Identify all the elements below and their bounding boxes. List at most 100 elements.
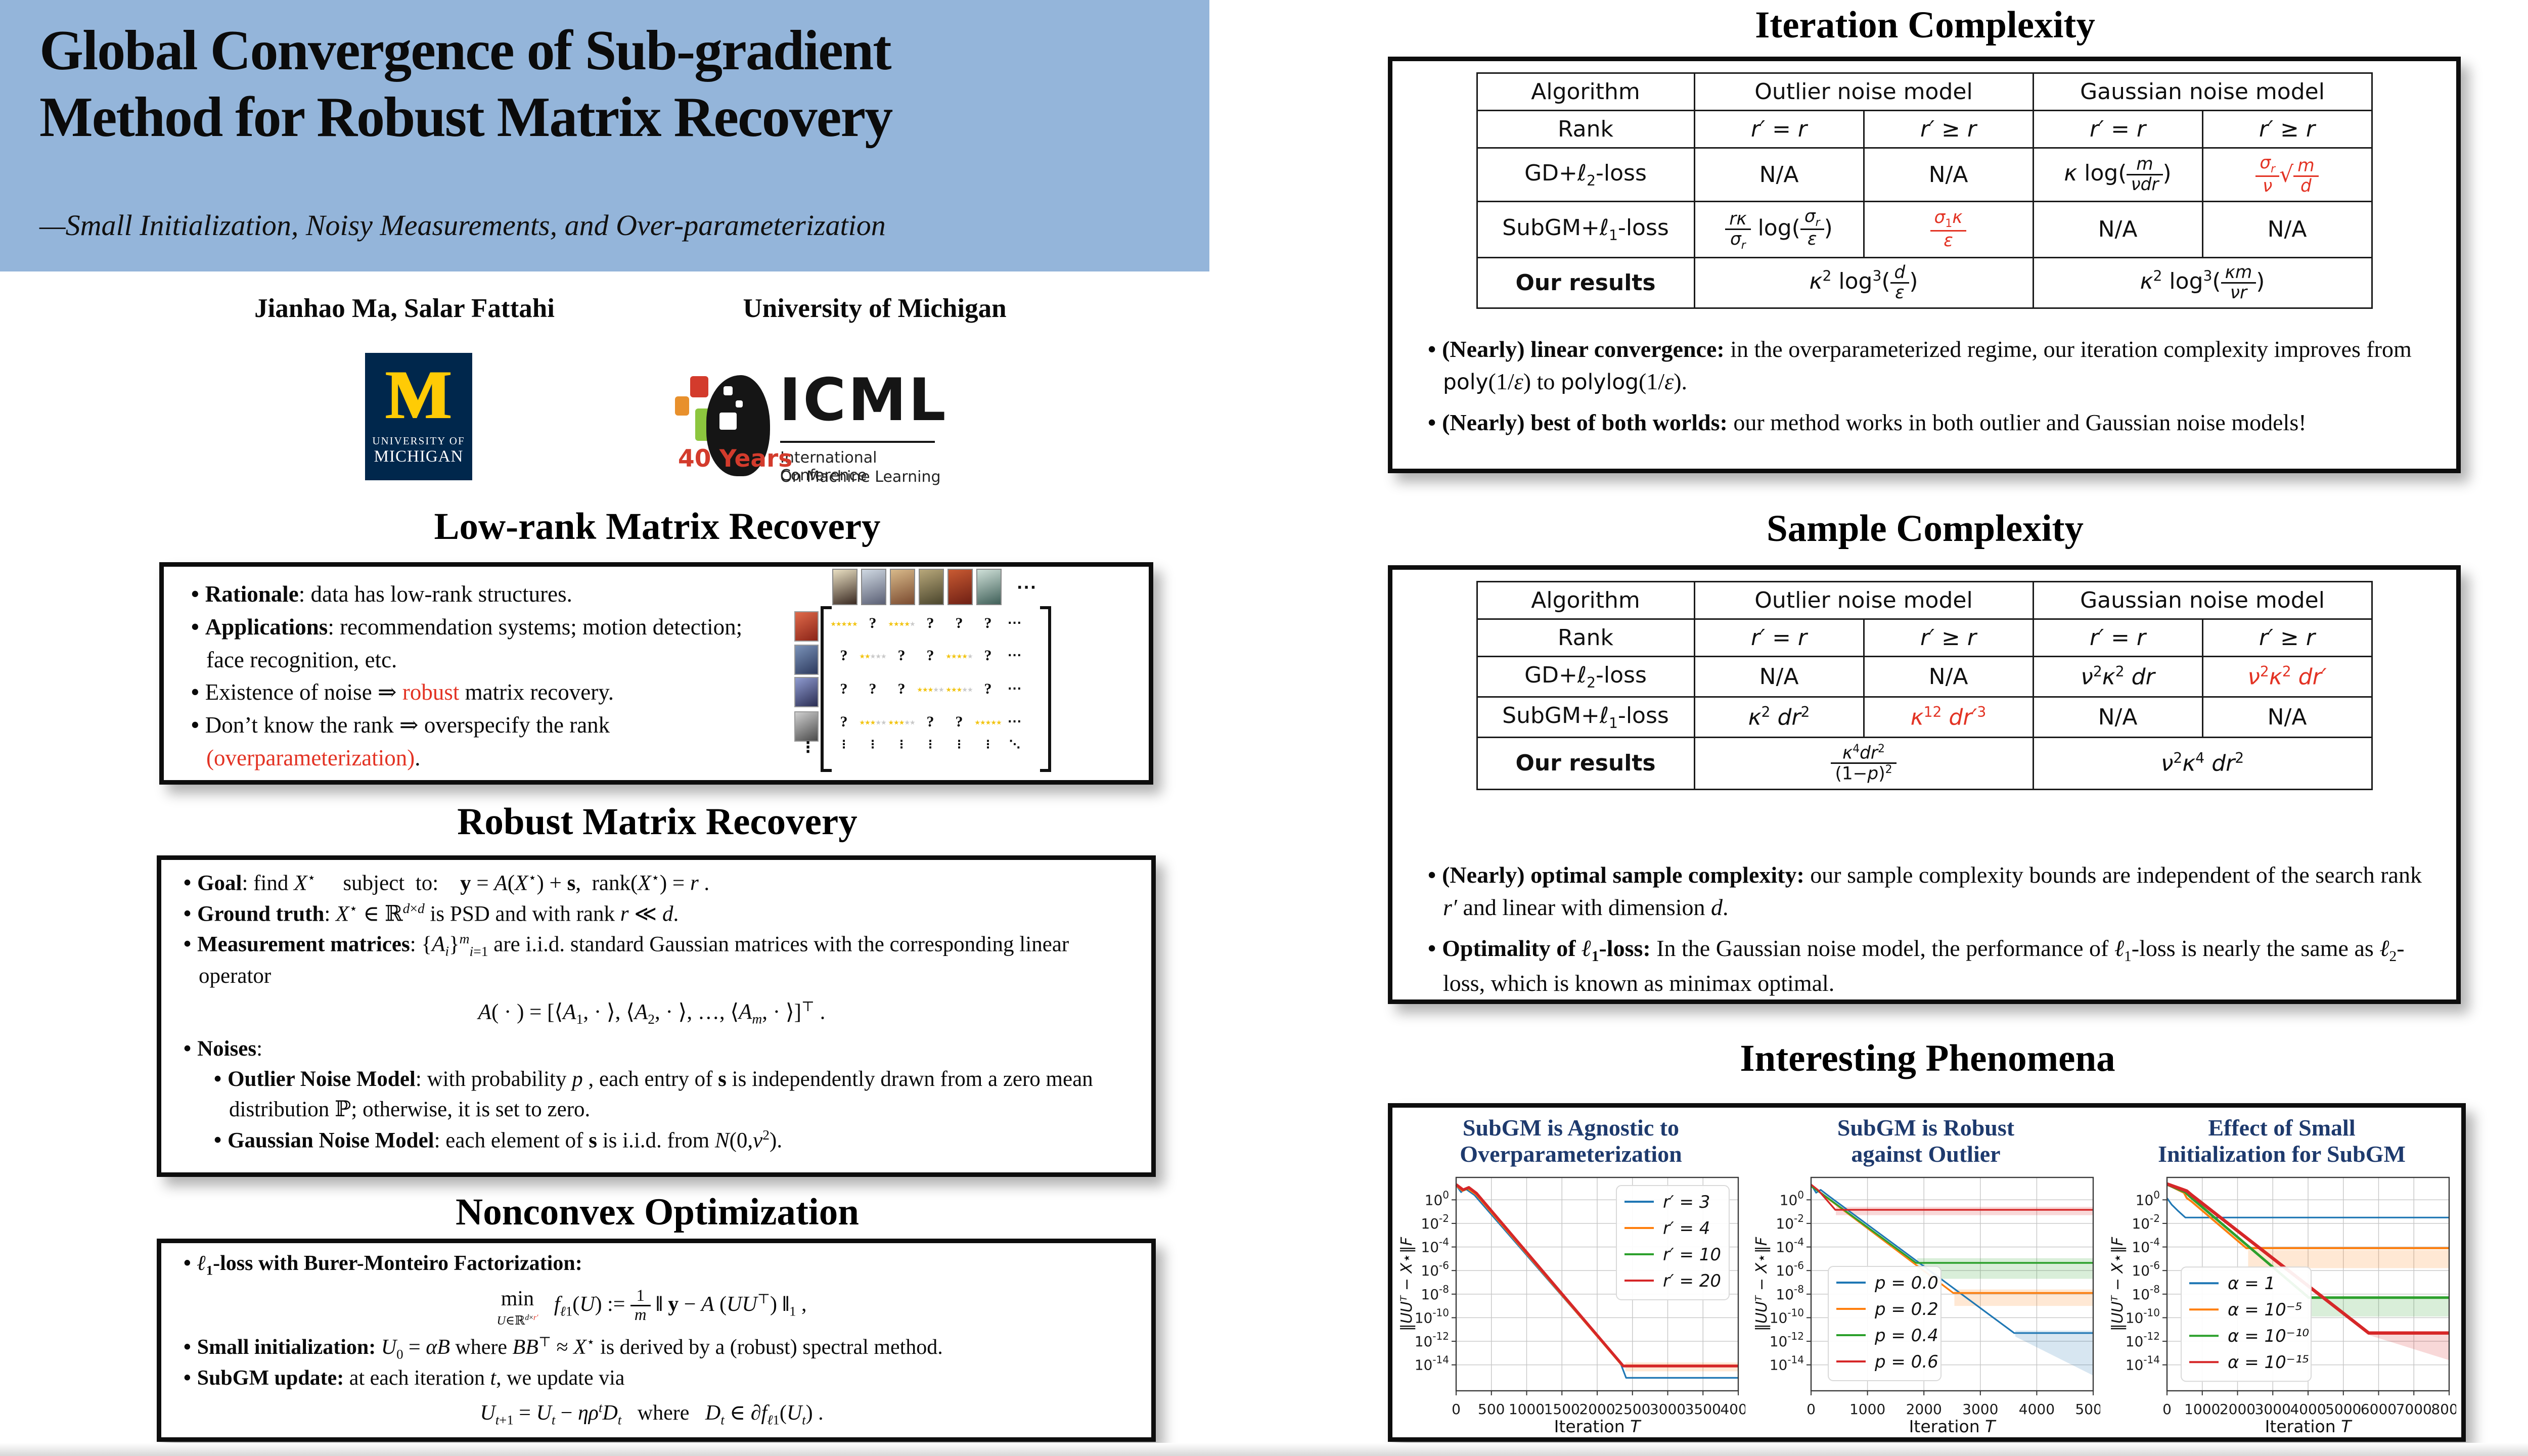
unknown-rating: ? bbox=[984, 680, 992, 697]
table-cell: κ2 dr2 bbox=[1693, 696, 1865, 738]
um-caption-2: MICHIGAN bbox=[374, 447, 464, 466]
svg-text:10-8: 10-8 bbox=[2132, 1283, 2160, 1303]
movie-poster-thumb bbox=[832, 569, 857, 605]
bullet-item: • Outlier Noise Model: with probability p… bbox=[214, 1067, 1093, 1122]
matrix-bracket-left bbox=[821, 606, 832, 772]
legend-label: p = 0.0 bbox=[1874, 1273, 1938, 1293]
svg-text:10-14: 10-14 bbox=[1415, 1354, 1449, 1374]
sample-bullets: • (Nearly) optimal sample complexity: our… bbox=[1421, 859, 2427, 1008]
confidence-band bbox=[1917, 1258, 2093, 1279]
bullet-item: • (Nearly) linear convergence: in the ove… bbox=[1428, 336, 2412, 395]
svg-text:10-8: 10-8 bbox=[1776, 1283, 1804, 1303]
user-photo-thumb bbox=[794, 711, 819, 742]
legend-label: r′ = 4 bbox=[1663, 1218, 1710, 1239]
table-header-cell: Outlier noise model bbox=[1693, 581, 2034, 620]
line-chart: 0 1000 2000 3000 4000 5000 100 10-2 10-4 10-6 10-8… bbox=[1753, 1176, 2111, 1436]
legend-label: α = 1 bbox=[2228, 1273, 2275, 1294]
svg-text:6000: 6000 bbox=[2361, 1401, 2397, 1418]
svg-text:4000: 4000 bbox=[1720, 1401, 1745, 1418]
confidence-band bbox=[2248, 1250, 2449, 1268]
svg-text:500: 500 bbox=[1478, 1401, 1505, 1418]
table-cell: N/A bbox=[2201, 200, 2373, 258]
legend-label: α = 10⁻¹⁵ bbox=[2228, 1352, 2309, 1373]
user-photo-thumb bbox=[794, 677, 819, 707]
star-rating: ★★★★★ bbox=[888, 620, 915, 628]
unknown-rating: ? bbox=[897, 647, 906, 664]
icml-wordmark: ICML bbox=[779, 366, 948, 434]
robust-bullets: • Goal: find X⋆ subject to: y = A(X⋆) + s… bbox=[176, 868, 1127, 1156]
svg-text:10-2: 10-2 bbox=[2132, 1212, 2160, 1232]
table-cell: σ1κ ε bbox=[1863, 200, 2034, 258]
svg-text:3000: 3000 bbox=[2255, 1401, 2291, 1418]
icml-logo: ICML International Conference On Machine… bbox=[675, 348, 968, 489]
svg-text:10-10: 10-10 bbox=[1770, 1306, 1804, 1326]
table-cell: r′ ≥ r bbox=[1863, 110, 2034, 149]
authors: Jianhao Ma, Salar Fattahi bbox=[254, 294, 555, 323]
sample-table: Algorithm Outlier noise model Gaussian noi… bbox=[1392, 581, 2456, 790]
svg-text:0: 0 bbox=[1452, 1401, 1461, 1418]
table-cell: r′ = r bbox=[2032, 110, 2203, 149]
svg-text:3500: 3500 bbox=[1685, 1401, 1721, 1418]
movie-poster-thumb bbox=[976, 569, 1002, 605]
vertical-dots-icon: ⋮ bbox=[800, 739, 816, 756]
table-cell: rκ σr log(σr ε) bbox=[1693, 200, 1865, 258]
icml-head-pixel bbox=[736, 400, 743, 407]
table-cell: r′ = r bbox=[1693, 110, 1865, 149]
title-line-2: Method for Robust Matrix Recovery bbox=[39, 86, 893, 149]
vertical-dots-icon: ⋮ bbox=[925, 738, 936, 751]
unknown-rating: ? bbox=[984, 647, 992, 664]
unknown-rating: ? bbox=[897, 680, 906, 697]
table-cell: r′ ≥ r bbox=[2201, 618, 2373, 657]
svg-text:100: 100 bbox=[2136, 1189, 2160, 1208]
bullet-item: • Measurement matrices: {Ai}mi=1 are i.i.… bbox=[184, 931, 1069, 988]
svg-text:1000: 1000 bbox=[2184, 1401, 2220, 1418]
table-cell: ν2κ2 dr bbox=[2032, 656, 2203, 698]
iteration-bullets: • (Nearly) linear convergence: in the ove… bbox=[1421, 333, 2427, 447]
unknown-rating: ? bbox=[926, 647, 934, 664]
poster-subtitle: —Small Initialization, Noisy Measurement… bbox=[39, 209, 886, 242]
icml-rule bbox=[780, 441, 935, 443]
chart-outlier-robustness: SubGM is Robust against Outlier 0 1000 2000… bbox=[1751, 1115, 2111, 1442]
svg-text:2000: 2000 bbox=[2220, 1401, 2255, 1418]
star-rating: ★★★★★ bbox=[830, 620, 857, 628]
table-cell: N/A bbox=[1863, 656, 2034, 698]
movie-poster-thumb bbox=[890, 569, 915, 605]
legend-label: r′ = 3 bbox=[1663, 1192, 1710, 1212]
svg-text:2000: 2000 bbox=[1579, 1401, 1615, 1418]
complexity-table: Algorithm Outlier noise model Gaussian noi… bbox=[1476, 581, 2373, 790]
table-row-label: Rank bbox=[1476, 618, 1695, 657]
vertical-dots-icon: ⋮ bbox=[838, 738, 849, 751]
table-row-label: Our results bbox=[1476, 256, 1695, 309]
chart-legend bbox=[1828, 1266, 1942, 1381]
vertical-dots-icon: ⋮ bbox=[954, 738, 965, 751]
table-header-cell: Gaussian noise model bbox=[2032, 581, 2373, 620]
bullet-item: • Rationale: data has low-rank structures… bbox=[191, 581, 572, 607]
section-heading-robust: Robust Matrix Recovery bbox=[457, 801, 857, 843]
unknown-rating: ? bbox=[840, 713, 848, 730]
svg-text:Iteration T: Iteration T bbox=[2265, 1417, 2353, 1436]
formula-line: A( · ) = [⟨A1, · ⟩, ⟨A2, · ⟩, …, ⟨Am, · … bbox=[478, 998, 826, 1027]
svg-text:10-4: 10-4 bbox=[1421, 1236, 1449, 1256]
icml-head-icon bbox=[706, 375, 770, 476]
ellipsis-icon: ··· bbox=[1007, 617, 1022, 630]
svg-text:4000: 4000 bbox=[2019, 1401, 2055, 1418]
table-row-label: Our results bbox=[1476, 736, 1695, 790]
ellipsis-icon: ··· bbox=[1007, 715, 1022, 729]
phenomena-panel: SubGM is Agnostic to Overparameterization… bbox=[1388, 1103, 2467, 1442]
icml-pixel-red bbox=[690, 376, 708, 397]
svg-text:Iteration T: Iteration T bbox=[1909, 1417, 1997, 1436]
svg-text:10-4: 10-4 bbox=[2132, 1236, 2160, 1256]
svg-text:10-14: 10-14 bbox=[2126, 1354, 2160, 1374]
unknown-rating: ? bbox=[955, 713, 963, 730]
nonconvex-bullets: • ℓ1-loss with Burer-Monteiro Factorizati… bbox=[176, 1249, 1127, 1434]
svg-text:4000: 4000 bbox=[2290, 1401, 2326, 1418]
svg-text:‖UUᵀ − X⋆‖F: ‖UUᵀ − X⋆‖F bbox=[1753, 1237, 1771, 1331]
iteration-panel: Algorithm Outlier noise model Gaussian noi… bbox=[1388, 57, 2461, 473]
table-row-label: Rank bbox=[1476, 110, 1695, 149]
diagonal-dots-icon: ⋱ bbox=[1009, 738, 1020, 751]
chart-plot: 0 10002000300040005000600070008000 100 10-2… bbox=[2107, 1170, 2467, 1442]
title-banner: Global Convergence of Sub-gradient Method… bbox=[0, 0, 1209, 271]
page-bottom-shadow bbox=[0, 1443, 2528, 1456]
star-rating: ★★★★★ bbox=[859, 653, 886, 661]
icml-40-years: 40 Years bbox=[678, 445, 793, 473]
